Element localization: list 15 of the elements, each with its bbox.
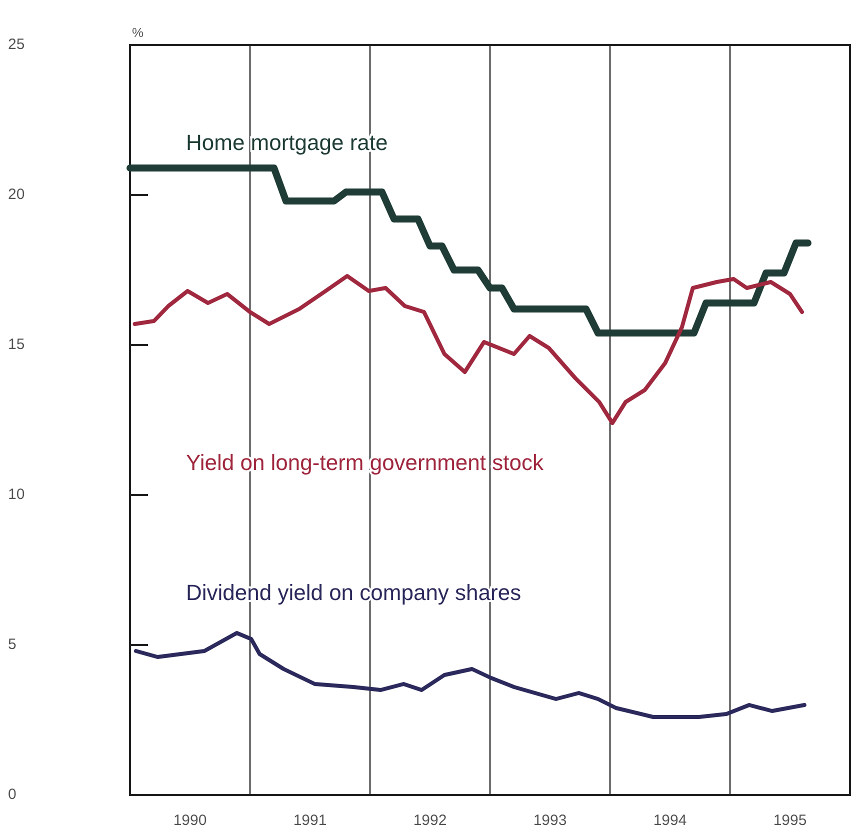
x-tick-label: 1991: [293, 812, 327, 829]
y-tick-label: 15: [8, 336, 25, 353]
x-tick-label: 1990: [173, 812, 207, 829]
y-tick-label: 20: [8, 186, 25, 203]
x-tick-label: 1993: [533, 812, 567, 829]
x-tick-label: 1994: [653, 812, 687, 829]
x-tick-label: 1992: [413, 812, 447, 829]
y-axis-title: %: [132, 25, 144, 40]
y-tick-label: 5: [8, 636, 16, 653]
line-series: [134, 631, 806, 719]
line-series: [132, 274, 804, 425]
x-tick-label: 1995: [773, 812, 807, 829]
y-tick-label: 25: [8, 36, 25, 53]
y-tick-label: 0: [8, 786, 16, 803]
y-tick-label: 10: [8, 486, 25, 503]
